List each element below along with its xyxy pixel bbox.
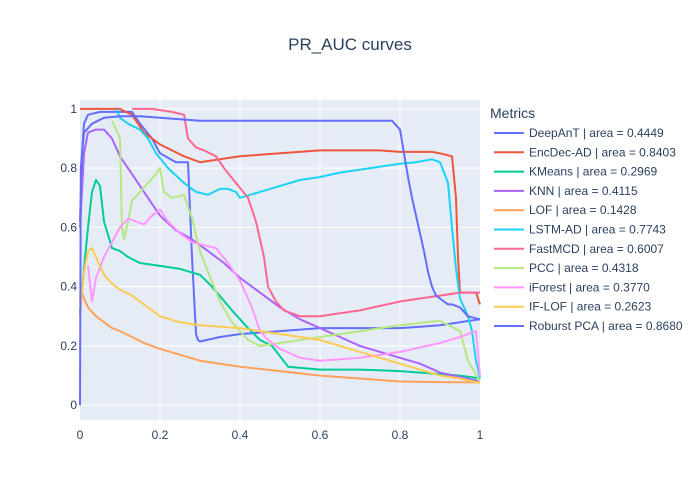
series-line-5 [115, 108, 481, 379]
legend-item[interactable]: Roburst PCA | area = 0.8680 [494, 319, 683, 333]
y-axis-ticks: 0 0.2 0.4 0.6 0.8 1 [60, 102, 77, 412]
legend-label: LOF | area = 0.1428 [529, 203, 637, 217]
x-tick-label: 0.8 [392, 428, 409, 442]
legend-label: FastMCD | area = 0.6007 [529, 242, 664, 256]
legend-label: KMeans | area = 0.2969 [529, 165, 658, 179]
x-tick-label: 0.4 [232, 428, 249, 442]
y-tick-label: 0.8 [60, 161, 77, 175]
series-line-8 [87, 208, 481, 376]
legend-label: DeepAnT | area = 0.4449 [529, 126, 664, 140]
series-line-2 [79, 179, 481, 380]
legend-item[interactable]: EncDec-AD | area = 0.8403 [494, 145, 676, 159]
series-line-9 [79, 247, 481, 384]
legend-label: KNN | area = 0.4115 [529, 184, 638, 198]
series-line-4 [79, 291, 481, 384]
legend-title: Metrics [490, 105, 535, 121]
y-tick-label: 0.6 [60, 220, 77, 234]
legend-label: Roburst PCA | area = 0.8680 [529, 319, 683, 333]
y-tick-label: 0.2 [60, 339, 77, 353]
legend-label: LSTM-AD | area = 0.7743 [529, 223, 666, 237]
series-line-10 [79, 115, 481, 406]
x-tick-label: 0 [77, 428, 84, 442]
series-line-7 [111, 120, 481, 382]
x-tick-label: 0.6 [312, 428, 329, 442]
x-tick-label: 0.2 [152, 428, 169, 442]
series-line-3 [79, 128, 481, 383]
grid-lines [80, 100, 480, 420]
legend-item[interactable]: LSTM-AD | area = 0.7743 [494, 223, 666, 237]
legend-item[interactable]: IF-LOF | area = 0.2623 [494, 300, 652, 314]
series-line-6 [132, 107, 480, 318]
chart-title: PR_AUC curves [288, 35, 412, 54]
x-axis-ticks: 0 0.2 0.4 0.6 0.8 1 [77, 428, 484, 442]
legend-label: iForest | area = 0.3770 [529, 280, 650, 294]
legend-item[interactable]: LOF | area = 0.1428 [494, 203, 637, 217]
legend-item[interactable]: PCC | area = 0.4318 [494, 261, 639, 275]
legend-item[interactable]: KMeans | area = 0.2969 [494, 165, 658, 179]
legend-item[interactable]: FastMCD | area = 0.6007 [494, 242, 664, 256]
series-line-1 [80, 107, 481, 305]
legend-label: IF-LOF | area = 0.2623 [529, 300, 652, 314]
series-lines [79, 107, 481, 406]
legend-item[interactable]: DeepAnT | area = 0.4449 [494, 126, 664, 140]
legend-label: EncDec-AD | area = 0.8403 [529, 145, 676, 159]
legend-item[interactable]: KNN | area = 0.4115 [494, 184, 638, 198]
legend-item[interactable]: iForest | area = 0.3770 [494, 280, 650, 294]
y-tick-label: 1 [70, 102, 77, 116]
x-tick-label: 1 [477, 428, 484, 442]
y-tick-label: 0.4 [60, 280, 77, 294]
series-line-0 [79, 110, 481, 343]
y-tick-label: 0 [70, 398, 77, 412]
legend-label: PCC | area = 0.4318 [529, 261, 639, 275]
legend[interactable]: Metrics DeepAnT | area = 0.4449 EncDec-AD… [490, 105, 683, 333]
